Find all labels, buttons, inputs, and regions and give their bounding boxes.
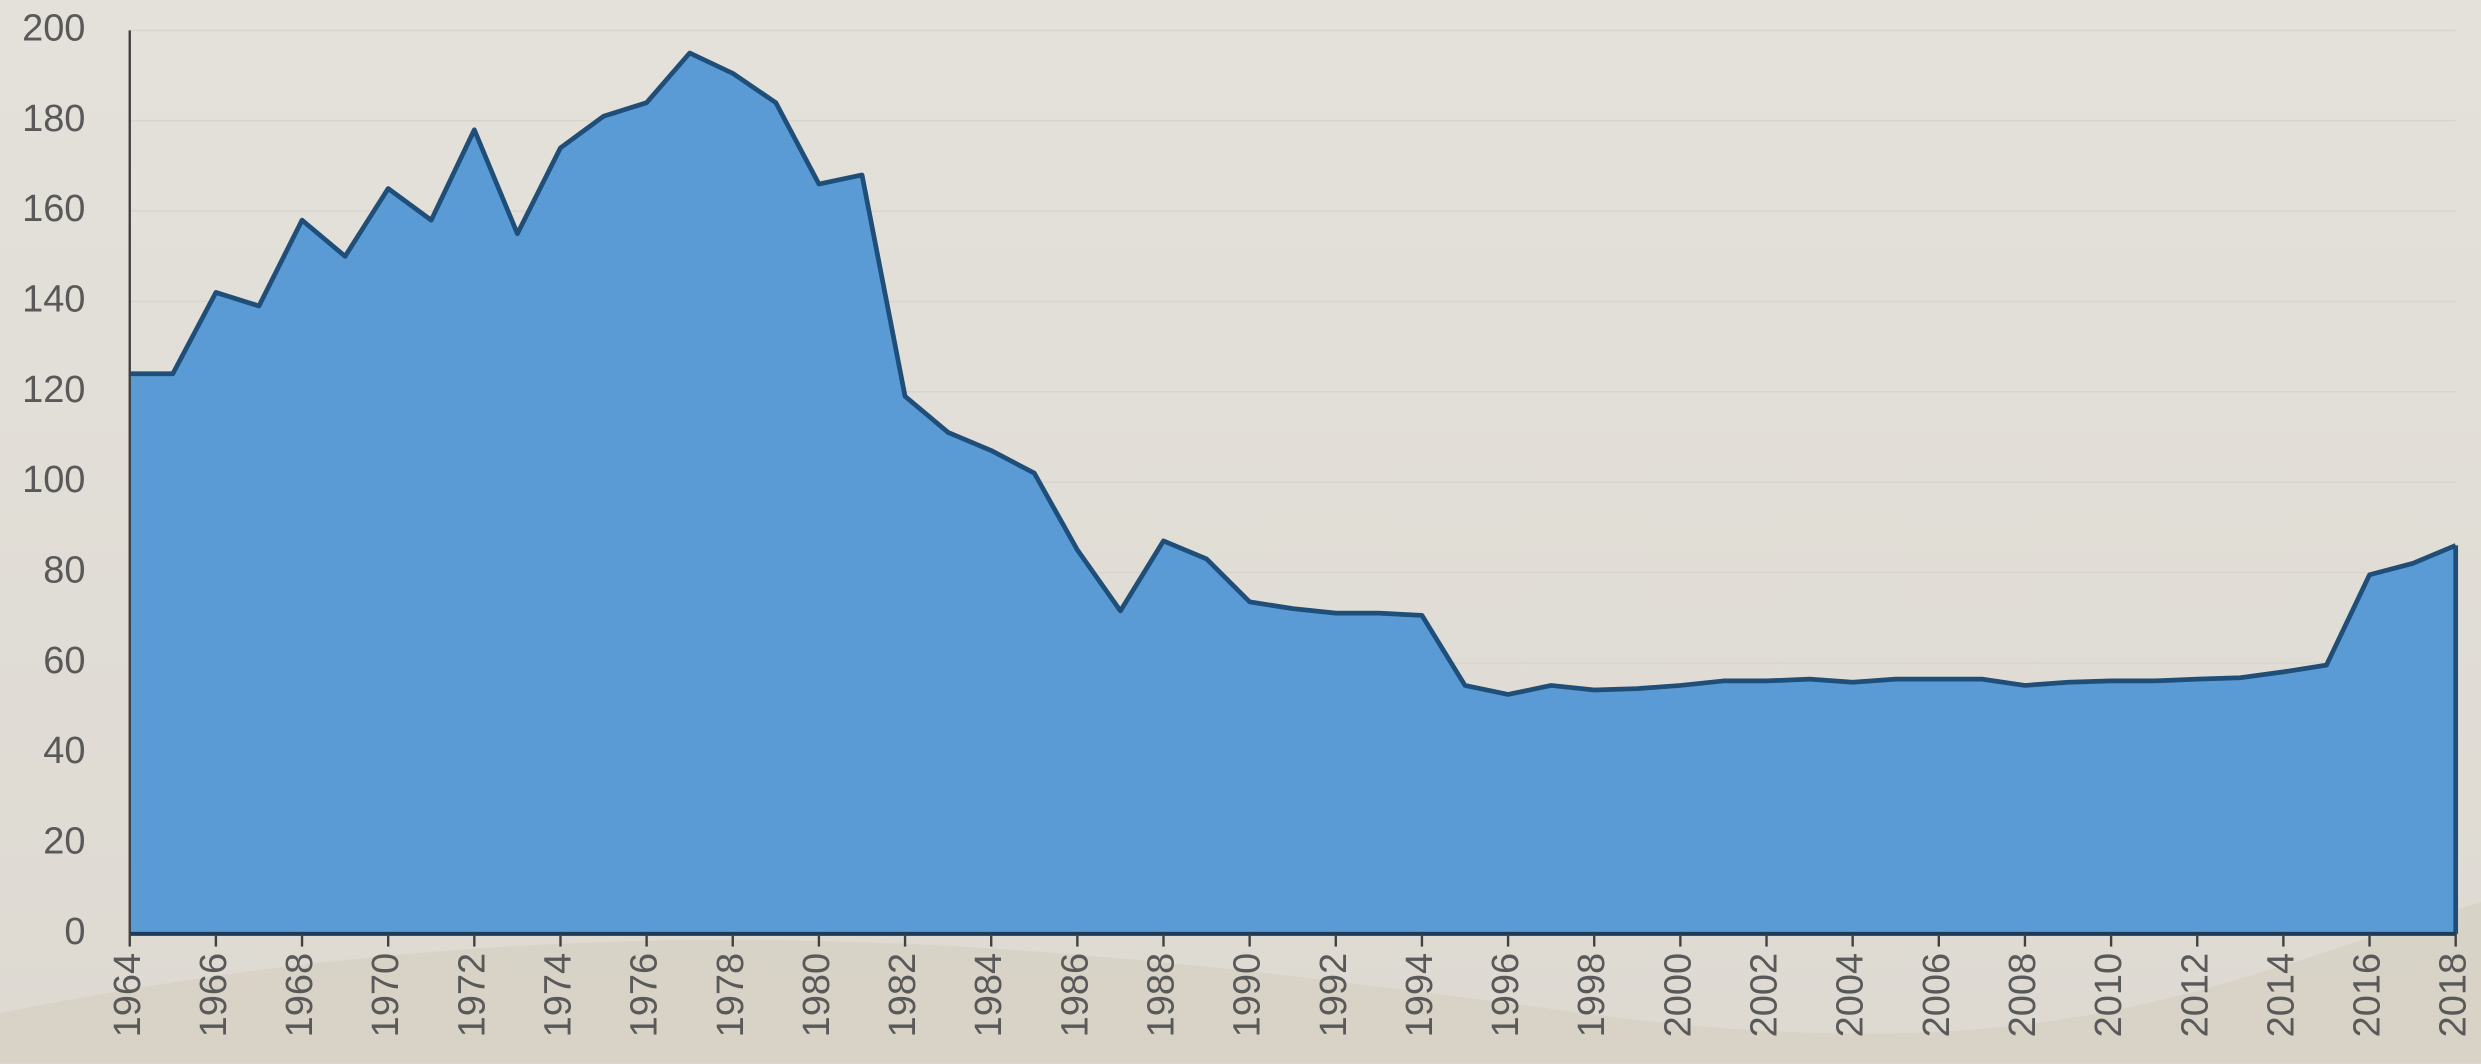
x-tick-label: 1972 [451,953,493,1037]
x-tick-label: 1982 [882,953,924,1037]
x-tick-label: 2004 [1830,953,1872,1037]
x-tick-label: 2000 [1657,953,1699,1037]
y-tick-label: 140 [22,278,85,320]
x-tick-label: 1968 [279,953,321,1037]
x-tick-label: 1964 [107,953,149,1037]
y-tick-label: 80 [43,550,85,592]
y-tick-label: 60 [43,640,85,682]
y-tick-label: 180 [22,98,85,140]
x-tick-label: 1974 [538,953,580,1037]
area-line [129,50,2457,697]
y-tick-label: 120 [22,369,85,411]
y-tick-label: 200 [22,7,85,49]
y-tick-label: 20 [43,821,85,863]
x-tick-label: 2018 [2433,953,2475,1037]
y-tick-label: 40 [43,730,85,772]
x-tick-label: 1980 [796,953,838,1037]
x-tick-label: 2002 [1744,953,1786,1037]
y-tick-label: 0 [64,911,85,953]
x-tick-label: 2008 [2002,953,2044,1037]
x-tick-label: 1996 [1485,953,1527,1037]
x-tick-label: 2006 [1916,953,1958,1037]
x-tick-label: 2016 [2347,953,2389,1037]
x-tick-label: 1992 [1313,953,1355,1037]
x-tick-label: 1970 [365,953,407,1037]
x-tick-label: 1990 [1227,953,1269,1037]
area [129,53,2456,934]
x-tick-label: 1966 [193,953,235,1037]
x-tick-label: 1984 [968,953,1010,1037]
x-tick-label: 1986 [1054,953,1096,1037]
background-wave [0,902,2481,1064]
x-tick-label: 1988 [1141,953,1183,1037]
y-tick-label: 100 [22,459,85,501]
x-tick-label: 1994 [1399,953,1441,1037]
x-tick-label: 1978 [710,953,752,1037]
x-tick-label: 2014 [2260,953,2302,1037]
x-tick-label: 2012 [2174,953,2216,1037]
x-tick-label: 1976 [624,953,666,1037]
y-tick-label: 160 [22,188,85,230]
x-tick-label: 2010 [2088,953,2130,1037]
x-tick-label: 1998 [1571,953,1613,1037]
